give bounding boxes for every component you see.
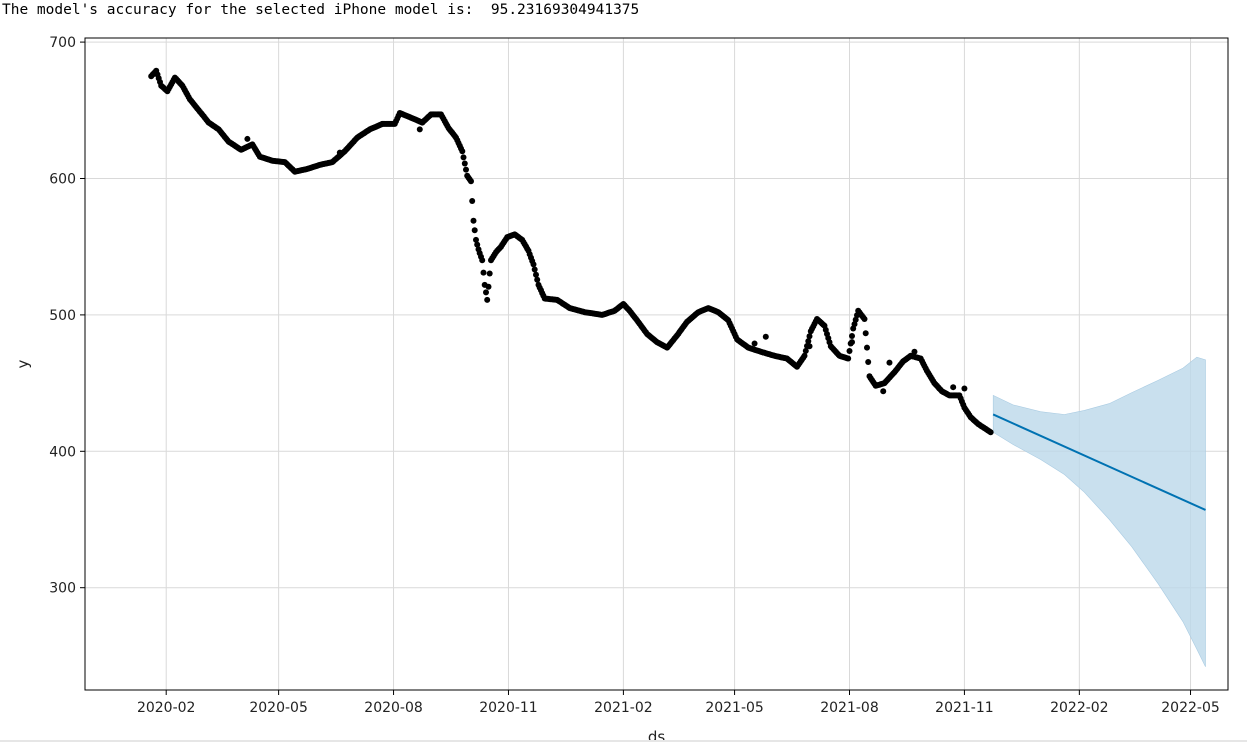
observed-point [468,178,474,185]
observed-point [530,261,537,268]
observed-point [801,352,808,359]
y-tick-label: 300 [49,581,76,597]
observed-point [846,348,853,354]
y-tick-label: 700 [49,35,76,51]
y-tick-label: 600 [49,171,76,187]
observed-point [469,198,476,204]
x-tick-label: 2020-08 [364,700,423,716]
observed-points [148,67,994,436]
observed-point [485,283,492,290]
observed-point [534,276,541,283]
observed-point [950,384,957,391]
observed-point [806,333,813,340]
observed-point [762,333,769,340]
observed-point [987,429,994,436]
x-tick-label: 2020-11 [479,700,538,716]
x-tick-label: 2021-08 [820,700,879,716]
x-tick-label: 2021-11 [935,700,994,716]
observed-point [751,340,758,347]
observed-point [471,227,478,234]
observed-point [911,348,918,355]
y-axis-ticks: 300 400 500 600 700 [49,35,85,597]
x-tick-label: 2021-02 [594,700,653,716]
cell-bottom-border [0,740,1247,742]
observed-point [865,359,872,365]
y-tick-label: 500 [49,308,76,324]
observed-point [848,339,855,346]
observed-point [861,316,868,322]
observed-point [864,344,870,351]
observed-point [416,126,423,133]
x-tick-label: 2022-05 [1161,700,1220,716]
observed-point [486,270,493,277]
x-axis-label: ds [648,728,666,742]
x-tick-label: 2022-02 [1050,700,1109,716]
observed-point [480,269,487,276]
observed-point [461,160,468,167]
observed-point [533,271,539,278]
forecast-line [992,413,1206,511]
observed-point [806,343,813,350]
observed-point [886,359,893,366]
observed-point [336,149,343,156]
observed-point [531,266,538,273]
observed-point [880,388,887,395]
observed-point [805,338,812,345]
y-tick-label: 400 [49,444,76,460]
grid-lines [85,38,1228,690]
x-tick-label: 2020-05 [249,700,308,716]
observed-point [484,296,491,303]
x-tick-label: 2020-02 [137,700,196,716]
x-axis-ticks: 2020-02 2020-05 2020-08 2020-11 2021-02 2021-… [137,690,1220,716]
forecast-uncertainty-band [992,356,1206,667]
y-axis-label: y [14,359,32,368]
observed-point [961,385,968,392]
observed-point [802,347,809,354]
observed-point [473,236,479,243]
observed-point [459,148,466,155]
observed-point [474,241,481,248]
observed-point [463,166,469,173]
observed-point [479,257,486,264]
accuracy-output-text: The model's accuracy for the selected iP… [2,2,640,18]
observed-point [849,333,855,339]
plot-frame [84,37,1229,691]
observed-point [852,316,859,323]
observed-point [470,217,477,224]
observed-point [845,355,852,362]
observed-point [244,135,251,142]
observed-point [483,289,489,296]
observed-point [862,330,869,337]
observed-point [460,154,467,161]
x-tick-label: 2021-05 [705,700,764,716]
